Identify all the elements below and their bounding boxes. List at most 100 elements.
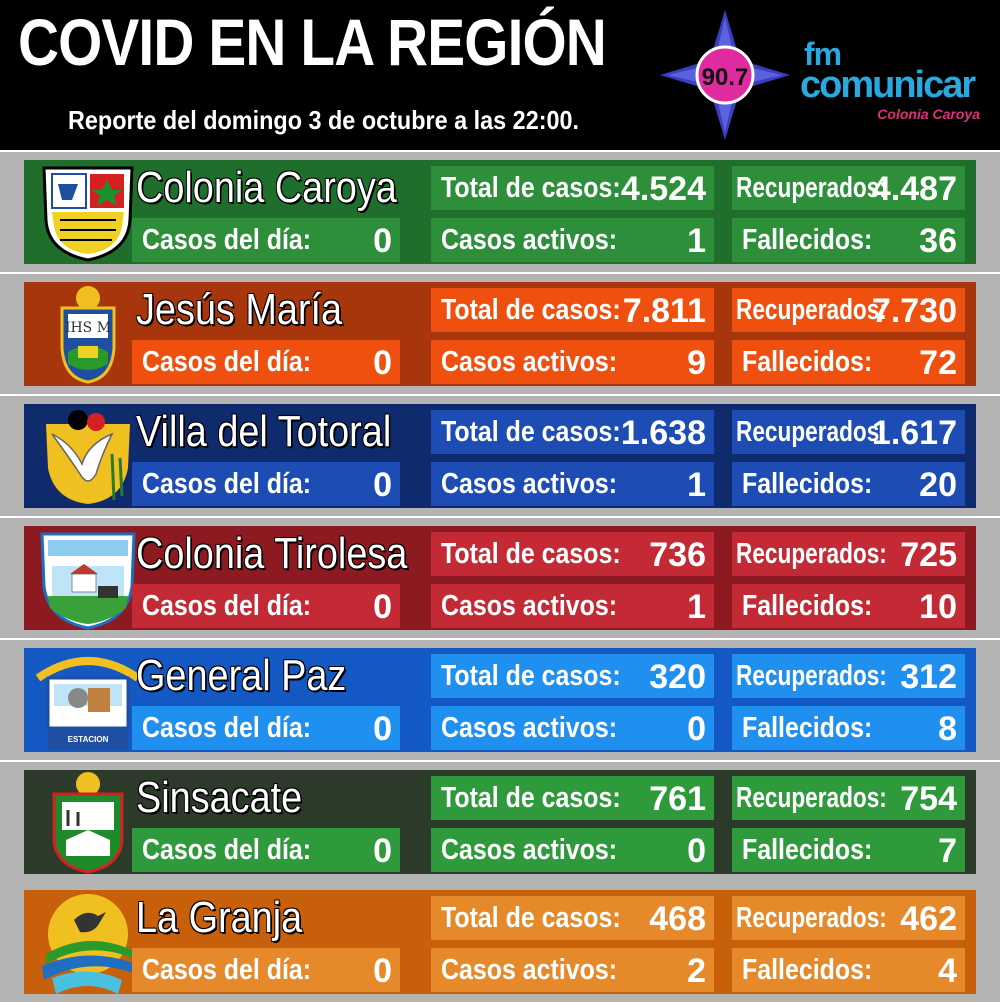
la-granja-crest-icon — [42, 894, 136, 994]
casos-dia-label: Casos del día: — [142, 224, 312, 256]
town-name: Colonia Caroya — [136, 163, 397, 212]
fallecidos-value: 36 — [919, 222, 957, 260]
town-row: Villa del Totoral Casos del día: 0 Total … — [0, 396, 1000, 516]
activos-label: Casos activos: — [441, 954, 618, 986]
brand-name: comunicar — [800, 64, 976, 106]
casos-dia-label: Casos del día: — [142, 468, 312, 500]
activos-label: Casos activos: — [441, 346, 618, 378]
casos-dia-value: 0 — [373, 952, 392, 990]
svg-text:ESTACION: ESTACION — [68, 735, 109, 744]
fallecidos-box: Fallecidos: 8 — [732, 706, 965, 750]
recuperados-label: Recuperados: — [736, 782, 887, 814]
casos-dia-value: 0 — [373, 710, 392, 748]
fallecidos-label: Fallecidos: — [742, 224, 873, 256]
total-value: 7.811 — [622, 292, 706, 330]
brand-place: Colonia Caroya — [877, 106, 980, 122]
brand-logo: fm comunicar Colonia Caroya — [800, 36, 990, 126]
casos-dia-box: Casos del día: 0 — [132, 948, 400, 992]
page-title: COVID EN LA REGIÓN — [18, 5, 607, 79]
fallecidos-label: Fallecidos: — [742, 590, 873, 622]
activos-label: Casos activos: — [441, 712, 618, 744]
villa-del-totoral-crest-icon — [46, 410, 130, 504]
recuperados-value: 725 — [900, 536, 957, 574]
jesus-maria-crest-icon: IHS M — [60, 286, 116, 384]
fallecidos-label: Fallecidos: — [742, 346, 873, 378]
activos-box: Casos activos: 1 — [431, 462, 714, 506]
svg-text:IHS M: IHS M — [65, 320, 111, 336]
casos-dia-value: 0 — [373, 588, 392, 626]
town-row: ESTACION General Paz Casos del día: 0 Tot… — [0, 640, 1000, 760]
sinsacate-crest-icon — [52, 772, 124, 874]
total-label: Total de casos: — [441, 660, 621, 692]
recuperados-value: 1.617 — [871, 414, 957, 452]
activos-value: 9 — [687, 344, 706, 382]
total-box: Total de casos: 761 — [431, 776, 714, 820]
total-value: 1.638 — [620, 414, 706, 452]
fallecidos-box: Fallecidos: 72 — [732, 340, 965, 384]
total-label: Total de casos: — [441, 538, 621, 570]
recuperados-value: 312 — [900, 658, 957, 696]
recuperados-label: Recuperados: — [736, 294, 887, 326]
activos-value: 1 — [687, 466, 706, 504]
casos-dia-label: Casos del día: — [142, 590, 312, 622]
casos-dia-value: 0 — [373, 832, 392, 870]
fallecidos-box: Fallecidos: 10 — [732, 584, 965, 628]
total-value: 4.524 — [620, 170, 706, 208]
recuperados-box: Recuperados: 312 — [732, 654, 965, 698]
casos-dia-label: Casos del día: — [142, 712, 312, 744]
fallecidos-value: 72 — [919, 344, 957, 382]
town-band: ESTACION General Paz Casos del día: 0 Tot… — [24, 648, 976, 752]
town-name: Sinsacate — [136, 773, 303, 822]
activos-box: Casos activos: 9 — [431, 340, 714, 384]
fallecidos-label: Fallecidos: — [742, 712, 873, 744]
recuperados-box: Recuperados: 754 — [732, 776, 965, 820]
general-paz-crest-icon: ESTACION — [35, 657, 141, 750]
total-box: Total de casos: 468 — [431, 896, 714, 940]
fallecidos-value: 7 — [938, 832, 957, 870]
total-box: Total de casos: 320 — [431, 654, 714, 698]
total-value: 736 — [649, 536, 706, 574]
casos-dia-label: Casos del día: — [142, 346, 312, 378]
fallecidos-label: Fallecidos: — [742, 468, 873, 500]
fallecidos-box: Fallecidos: 7 — [732, 828, 965, 872]
activos-value: 0 — [687, 710, 706, 748]
fallecidos-box: Fallecidos: 36 — [732, 218, 965, 262]
activos-value: 2 — [687, 952, 706, 990]
town-name: La Granja — [136, 893, 303, 942]
casos-dia-value: 0 — [373, 466, 392, 504]
total-label: Total de casos: — [441, 294, 621, 326]
recuperados-value: 4.487 — [871, 170, 957, 208]
fallecidos-label: Fallecidos: — [742, 834, 873, 866]
town-name: Colonia Tirolesa — [136, 529, 408, 578]
total-box: Total de casos: 4.524 — [431, 166, 714, 210]
casos-dia-box: Casos del día: 0 — [132, 462, 400, 506]
total-label: Total de casos: — [441, 782, 621, 814]
total-value: 320 — [649, 658, 706, 696]
total-label: Total de casos: — [441, 172, 621, 204]
casos-dia-label: Casos del día: — [142, 834, 312, 866]
town-band: IHS M Jesús María Casos del día: 0 Total … — [24, 282, 976, 386]
fallecidos-label: Fallecidos: — [742, 954, 873, 986]
activos-label: Casos activos: — [441, 834, 618, 866]
recuperados-label: Recuperados: — [736, 172, 887, 204]
casos-dia-box: Casos del día: 0 — [132, 584, 400, 628]
town-name: Villa del Totoral — [136, 407, 392, 456]
casos-dia-value: 0 — [373, 222, 392, 260]
fallecidos-value: 10 — [919, 588, 957, 626]
recuperados-value: 7.730 — [871, 292, 957, 330]
town-band: Villa del Totoral Casos del día: 0 Total … — [24, 404, 976, 508]
town-row: Colonia Caroya Casos del día: 0 Total de … — [0, 152, 1000, 272]
recuperados-label: Recuperados: — [736, 538, 887, 570]
report-subtitle: Reporte del domingo 3 de octubre a las 2… — [68, 105, 580, 135]
recuperados-box: Recuperados: 725 — [732, 532, 965, 576]
fallecidos-box: Fallecidos: 20 — [732, 462, 965, 506]
town-list: Colonia Caroya Casos del día: 0 Total de … — [0, 152, 1000, 1002]
casos-dia-box: Casos del día: 0 — [132, 340, 400, 384]
casos-dia-box: Casos del día: 0 — [132, 828, 400, 872]
colonia-tirolesa-crest-icon — [40, 532, 136, 630]
recuperados-value: 462 — [900, 900, 957, 938]
casos-dia-box: Casos del día: 0 — [132, 706, 400, 750]
activos-box: Casos activos: 1 — [431, 584, 714, 628]
activos-box: Casos activos: 0 — [431, 828, 714, 872]
fallecidos-value: 4 — [938, 952, 957, 990]
